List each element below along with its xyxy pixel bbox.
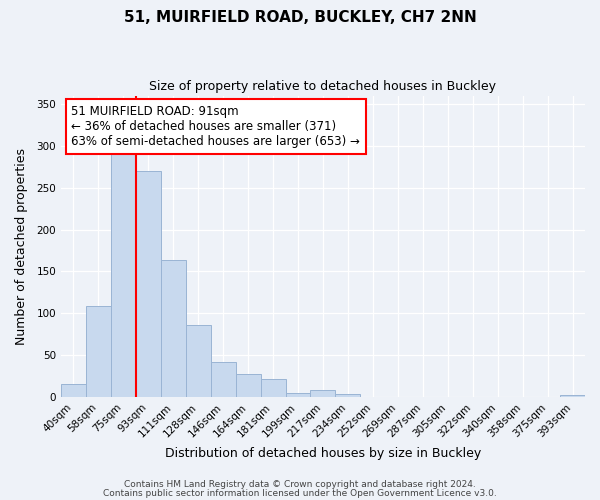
Bar xyxy=(61,384,86,397)
Text: Contains public sector information licensed under the Open Government Licence v3: Contains public sector information licen… xyxy=(103,488,497,498)
Bar xyxy=(186,325,211,397)
Bar xyxy=(560,396,585,397)
Bar xyxy=(310,390,335,397)
Text: 51 MUIRFIELD ROAD: 91sqm
← 36% of detached houses are smaller (371)
63% of semi-: 51 MUIRFIELD ROAD: 91sqm ← 36% of detach… xyxy=(71,104,361,148)
Bar xyxy=(286,393,310,397)
Bar xyxy=(260,380,286,397)
Title: Size of property relative to detached houses in Buckley: Size of property relative to detached ho… xyxy=(149,80,496,93)
Bar xyxy=(161,260,186,397)
X-axis label: Distribution of detached houses by size in Buckley: Distribution of detached houses by size … xyxy=(165,447,481,460)
Bar xyxy=(86,306,111,397)
Text: 51, MUIRFIELD ROAD, BUCKLEY, CH7 2NN: 51, MUIRFIELD ROAD, BUCKLEY, CH7 2NN xyxy=(124,10,476,25)
Bar xyxy=(335,394,361,397)
Bar xyxy=(236,374,260,397)
Bar xyxy=(111,152,136,397)
Bar xyxy=(211,362,236,397)
Y-axis label: Number of detached properties: Number of detached properties xyxy=(15,148,28,345)
Bar xyxy=(136,171,161,397)
Text: Contains HM Land Registry data © Crown copyright and database right 2024.: Contains HM Land Registry data © Crown c… xyxy=(124,480,476,489)
